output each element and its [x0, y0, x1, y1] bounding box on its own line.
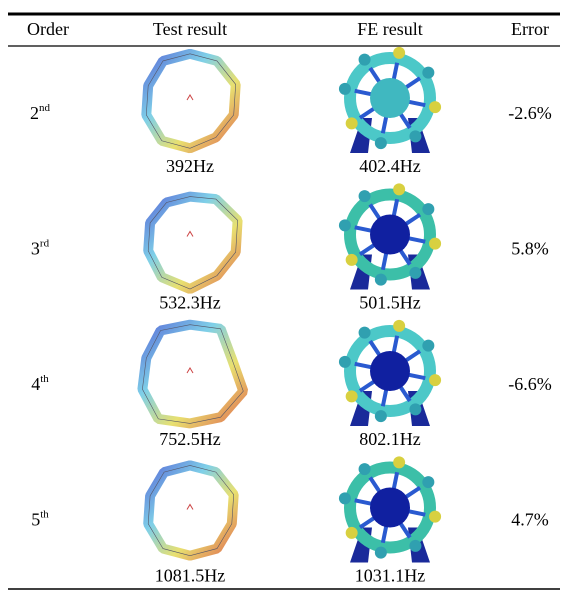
fe-hub — [370, 78, 410, 118]
fe-lug — [409, 267, 421, 279]
fe-frequency: 402.4Hz — [359, 156, 421, 176]
axis-icon — [187, 95, 193, 100]
fe-lug — [422, 476, 434, 488]
fe-lug — [429, 238, 441, 250]
fe-lug — [359, 190, 371, 202]
error-cell: -2.6% — [508, 103, 552, 123]
fe-lug — [429, 101, 441, 113]
axis-icon — [187, 232, 193, 237]
fe-lug — [422, 67, 434, 79]
test-frequency: 1081.5Hz — [155, 566, 226, 586]
test-frequency: 752.5Hz — [159, 429, 221, 449]
fe-lug — [339, 219, 351, 231]
fe-spoke — [408, 511, 426, 515]
order-suffix: rd — [40, 237, 50, 249]
fe-spoke — [394, 199, 398, 217]
fe-lug — [429, 374, 441, 386]
error-cell: 5.8% — [511, 239, 549, 259]
fe-lug — [422, 203, 434, 215]
fe-lug — [346, 254, 358, 266]
fe-lug — [359, 54, 371, 66]
fe-spoke — [355, 91, 373, 95]
page: {"table": {"header": ["Order", "Test res… — [0, 0, 567, 591]
fe-lug — [346, 527, 358, 539]
fe-spoke — [408, 102, 426, 106]
fe-spoke — [405, 488, 420, 498]
order-suffix: nd — [39, 102, 51, 114]
fe-hub — [370, 351, 410, 391]
fe-spoke — [383, 525, 387, 543]
mode-shape-band — [148, 197, 237, 289]
fe-lug — [339, 83, 351, 95]
fe-lug — [409, 130, 421, 142]
fe-spoke — [370, 204, 380, 219]
test-frequency: 392Hz — [166, 156, 214, 176]
fe-spoke — [360, 244, 375, 254]
fe-lug — [375, 274, 387, 286]
order-suffix: th — [40, 373, 49, 385]
order-number: 3 — [31, 239, 40, 259]
error-cell: 4.7% — [511, 510, 549, 530]
fe-lug — [339, 356, 351, 368]
fe-spoke — [394, 472, 398, 490]
fe-lug — [359, 463, 371, 475]
fe-lug — [422, 340, 434, 352]
header-cell: Error — [511, 19, 549, 39]
fe-lug — [375, 410, 387, 422]
fe-spoke — [405, 78, 420, 88]
fe-spoke — [370, 477, 380, 492]
order-cell: 3rd — [31, 237, 50, 259]
fe-frequency: 501.5Hz — [359, 293, 421, 313]
fe-spoke — [405, 215, 420, 225]
table: Order Test result FE result Error 2nd -2.… — [0, 0, 567, 591]
fe-spoke — [355, 500, 373, 504]
fe-lug — [393, 320, 405, 332]
axis-icon — [187, 368, 193, 373]
fe-spoke — [355, 364, 373, 368]
fe-spoke — [370, 68, 380, 83]
order-cell: 2nd — [30, 102, 51, 124]
fe-spoke — [383, 116, 387, 134]
order-cell: 5th — [31, 508, 49, 530]
fe-lug — [375, 137, 387, 149]
fe-lug — [393, 47, 405, 59]
fe-spoke — [383, 389, 387, 407]
fe-lug — [393, 456, 405, 468]
fe-spoke — [360, 381, 375, 391]
fe-lug — [409, 540, 421, 552]
fe-lug — [359, 327, 371, 339]
order-cell: 4th — [31, 373, 49, 395]
fe-spoke — [360, 517, 375, 527]
fe-lug — [339, 492, 351, 504]
fe-frequency: 802.1Hz — [359, 429, 421, 449]
order-number: 2 — [30, 103, 39, 123]
fe-lug — [393, 183, 405, 195]
header-cell: Test result — [153, 19, 227, 39]
fe-spoke — [383, 252, 387, 270]
fe-frequency: 1031.1Hz — [355, 566, 426, 586]
fe-lug — [346, 390, 358, 402]
fe-lug — [346, 117, 358, 129]
header-cell: Order — [27, 19, 69, 39]
fe-spoke — [394, 63, 398, 81]
fe-lug — [429, 511, 441, 523]
axis-icon — [187, 505, 193, 510]
test-frequency: 532.3Hz — [159, 293, 221, 313]
fe-spoke — [405, 351, 420, 361]
fe-spoke — [408, 238, 426, 242]
fe-hub — [370, 488, 410, 528]
fe-spoke — [408, 375, 426, 379]
header-cell: FE result — [357, 19, 423, 39]
fe-spoke — [394, 336, 398, 354]
order-suffix: th — [40, 508, 49, 520]
fe-spoke — [360, 108, 375, 118]
order-number: 4 — [31, 374, 40, 394]
fe-hub — [370, 215, 410, 255]
order-number: 5 — [31, 510, 40, 530]
fe-lug — [409, 403, 421, 415]
error-cell: -6.6% — [508, 374, 552, 394]
fe-spoke — [355, 227, 373, 231]
fe-spoke — [370, 341, 380, 356]
fe-lug — [375, 547, 387, 559]
